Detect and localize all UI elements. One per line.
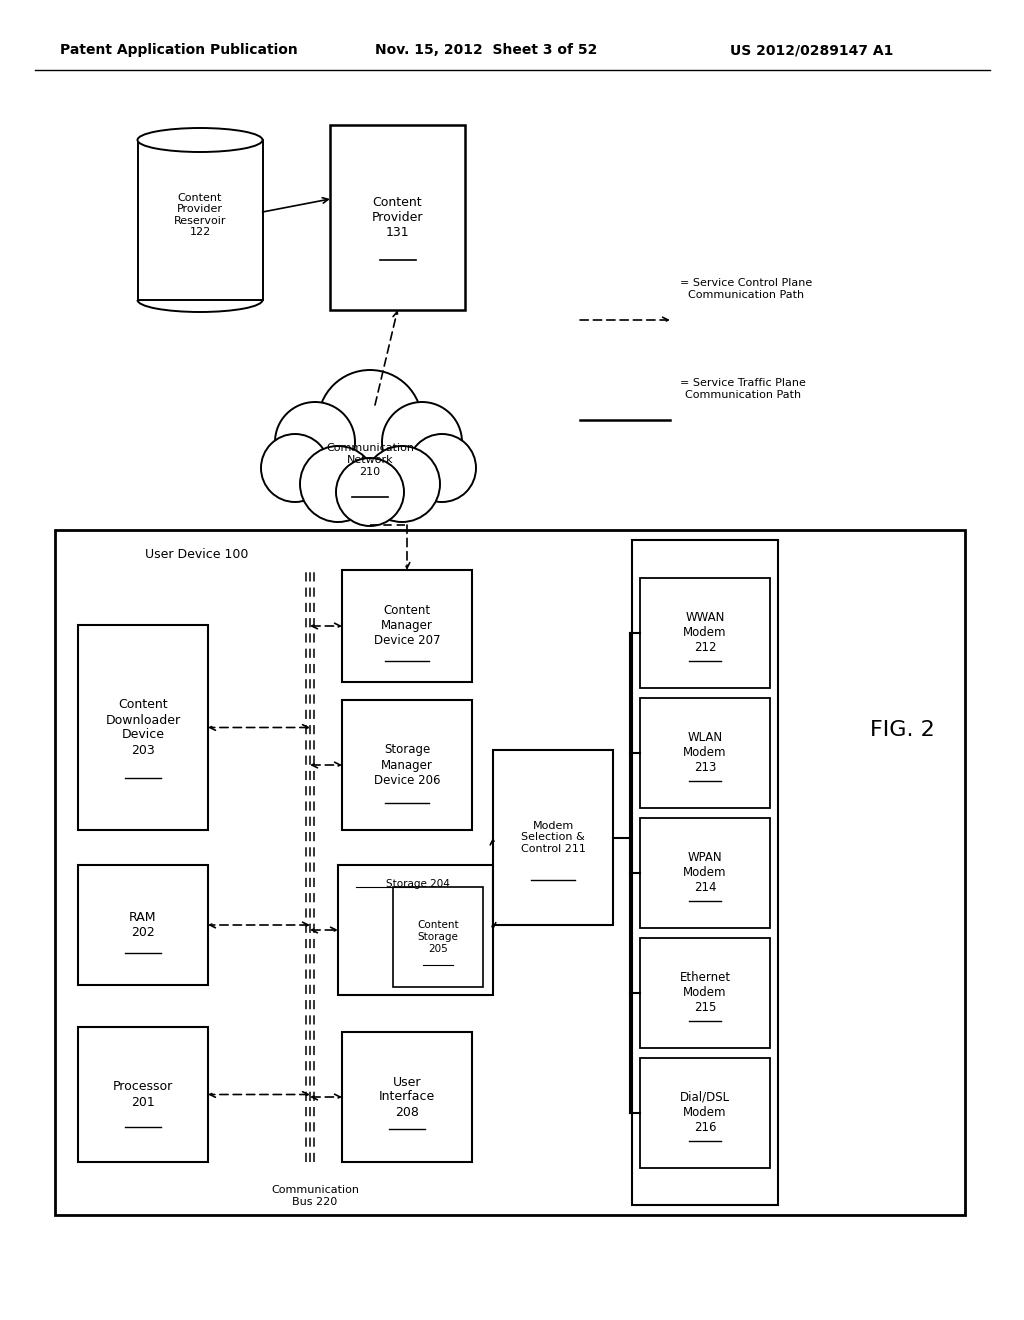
Text: WLAN
Modem
213: WLAN Modem 213 — [683, 731, 727, 774]
Bar — [493, 750, 613, 925]
Circle shape — [336, 458, 404, 525]
Circle shape — [408, 434, 476, 502]
Text: Dial/DSL
Modem
216: Dial/DSL Modem 216 — [680, 1092, 730, 1134]
Text: RAM
202: RAM 202 — [129, 911, 157, 939]
Text: Patent Application Publication: Patent Application Publication — [60, 44, 298, 57]
Text: = Service Control Plane
Communication Path: = Service Control Plane Communication Pa… — [680, 279, 812, 300]
Bar — [640, 937, 770, 1048]
Text: Processor
201: Processor 201 — [113, 1081, 173, 1109]
Bar — [632, 540, 778, 1205]
Text: Content
Downloader
Device
203: Content Downloader Device 203 — [105, 698, 180, 756]
Text: Content
Storage
205: Content Storage 205 — [417, 920, 459, 953]
Circle shape — [364, 446, 440, 521]
Bar — [342, 570, 472, 682]
Bar — [342, 1032, 472, 1162]
Bar — [55, 531, 965, 1214]
Bar — [640, 1057, 770, 1167]
Circle shape — [318, 370, 422, 474]
Bar — [393, 887, 483, 987]
Ellipse shape — [137, 128, 262, 152]
Text: Content
Provider
Reservoir
122: Content Provider Reservoir 122 — [174, 193, 226, 238]
Bar — [640, 697, 770, 808]
Text: Ethernet
Modem
215: Ethernet Modem 215 — [680, 972, 730, 1014]
Bar — [137, 140, 262, 300]
Text: User
Interface
208: User Interface 208 — [379, 1076, 435, 1118]
Text: WPAN
Modem
214: WPAN Modem 214 — [683, 851, 727, 894]
Bar — [78, 865, 208, 985]
Bar — [640, 578, 770, 688]
Text: Communication
Network
210: Communication Network 210 — [326, 444, 414, 477]
Circle shape — [275, 403, 355, 482]
Text: WWAN
Modem
212: WWAN Modem 212 — [683, 611, 727, 653]
Bar — [338, 865, 493, 995]
Text: Storage
Manager
Device 206: Storage Manager Device 206 — [374, 743, 440, 787]
Bar — [78, 1027, 208, 1162]
Text: Content
Provider
131: Content Provider 131 — [372, 195, 423, 239]
Circle shape — [300, 446, 376, 521]
Text: Storage 204: Storage 204 — [386, 879, 450, 888]
Text: FIG. 2: FIG. 2 — [870, 719, 935, 741]
Bar — [342, 700, 472, 830]
Circle shape — [382, 403, 462, 482]
Text: Content
Manager
Device 207: Content Manager Device 207 — [374, 605, 440, 648]
Bar — [330, 125, 465, 310]
Text: = Service Traffic Plane
Communication Path: = Service Traffic Plane Communication Pa… — [680, 379, 806, 400]
Text: Communication
Bus 220: Communication Bus 220 — [271, 1185, 359, 1206]
Bar — [640, 817, 770, 928]
Text: User Device 100: User Device 100 — [145, 548, 249, 561]
Text: Nov. 15, 2012  Sheet 3 of 52: Nov. 15, 2012 Sheet 3 of 52 — [375, 44, 597, 57]
Text: Modem
Selection &
Control 211: Modem Selection & Control 211 — [520, 821, 586, 854]
Circle shape — [261, 434, 329, 502]
Text: US 2012/0289147 A1: US 2012/0289147 A1 — [730, 44, 893, 57]
Bar — [78, 624, 208, 830]
